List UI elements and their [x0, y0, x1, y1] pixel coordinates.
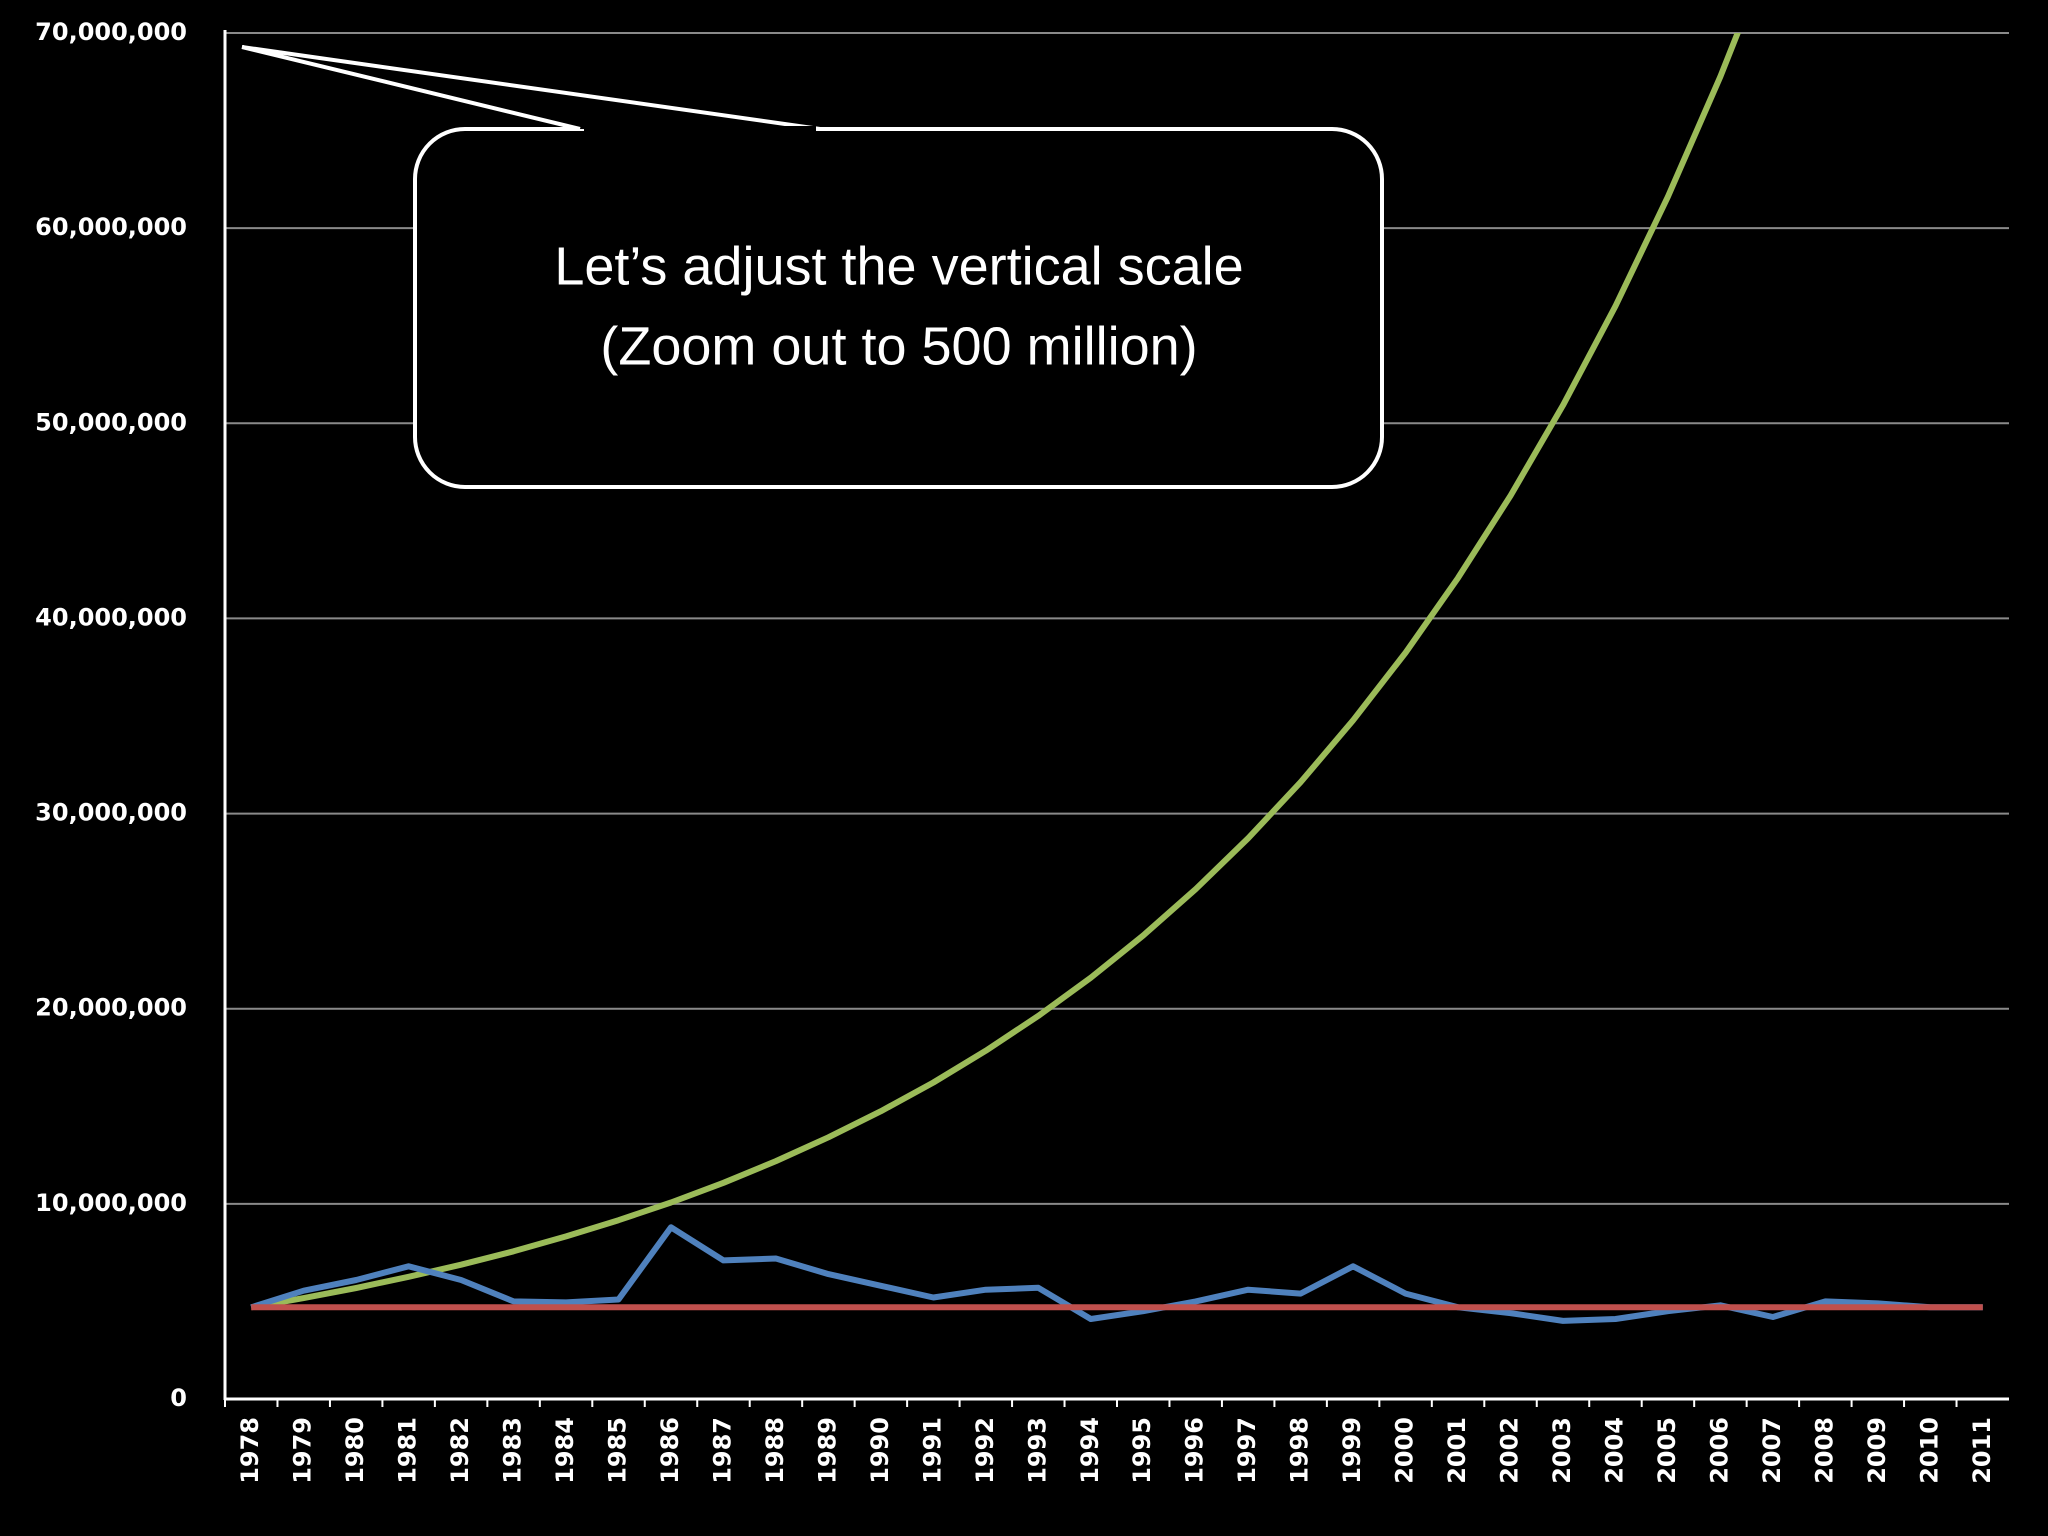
x-tick-label: 2004 — [1600, 1417, 1628, 1484]
y-tick-label: 70,000,000 — [35, 18, 187, 46]
x-tick-label: 2011 — [1968, 1417, 1996, 1484]
x-tick-label: 2009 — [1863, 1417, 1891, 1484]
x-tick-label: 1997 — [1233, 1417, 1261, 1484]
callout-pointer — [241, 45, 821, 131]
data-line — [250, 33, 1741, 1311]
x-tick-label: 1984 — [551, 1417, 579, 1484]
x-tick-label: 1999 — [1338, 1417, 1366, 1484]
x-tick-label: 1991 — [918, 1417, 946, 1484]
callout-text: (Zoom out to 500 million) — [600, 316, 1197, 376]
x-tick-label: 1983 — [499, 1417, 527, 1484]
x-tick-label: 2002 — [1496, 1417, 1524, 1484]
x-tick-label: 2010 — [1915, 1417, 1943, 1484]
x-tick-label: 2000 — [1391, 1417, 1419, 1484]
x-tick-label: 2005 — [1653, 1417, 1681, 1484]
x-tick-label: 1996 — [1181, 1417, 1209, 1484]
x-tick-label: 1981 — [394, 1417, 422, 1484]
x-tick-label: 1987 — [708, 1417, 736, 1484]
y-tick-label: 20,000,000 — [35, 994, 187, 1022]
x-tick-label: 2001 — [1443, 1417, 1471, 1484]
x-tick-label: 1998 — [1286, 1417, 1314, 1484]
y-tick-label: 0 — [170, 1384, 187, 1412]
x-tick-label: 1978 — [236, 1417, 264, 1484]
x-tick-label: 1995 — [1128, 1417, 1156, 1484]
x-tick-label: 1993 — [1023, 1417, 1051, 1484]
x-tick-label: 1979 — [289, 1417, 317, 1484]
x-tick-label: 1988 — [761, 1417, 789, 1484]
y-tick-label: 50,000,000 — [35, 408, 187, 436]
x-tick-label: 1985 — [604, 1417, 632, 1484]
x-tick-label: 1989 — [813, 1417, 841, 1484]
x-tick-label: 2006 — [1705, 1417, 1733, 1484]
x-tick-label: 1982 — [446, 1417, 474, 1484]
y-tick-label: 30,000,000 — [35, 799, 187, 827]
y-tick-label: 40,000,000 — [35, 603, 187, 631]
x-tick-label: 2003 — [1548, 1417, 1576, 1484]
x-tick-label: 2008 — [1810, 1417, 1838, 1484]
x-tick-label: 1990 — [866, 1417, 894, 1484]
x-tick-label: 1994 — [1076, 1417, 1104, 1484]
callout: Let’s adjust the vertical scale (Zoom ou… — [241, 45, 1384, 489]
x-tick-label: 1992 — [971, 1417, 999, 1484]
y-tick-label: 10,000,000 — [35, 1189, 187, 1217]
y-tick-label: 60,000,000 — [35, 213, 187, 241]
x-tick-label: 1986 — [656, 1417, 684, 1484]
callout-text: Let’s adjust the vertical scale — [554, 236, 1243, 296]
callout-box — [413, 127, 1384, 489]
x-tick-label: 1980 — [341, 1417, 369, 1484]
x-tick-label: 2007 — [1758, 1417, 1786, 1484]
